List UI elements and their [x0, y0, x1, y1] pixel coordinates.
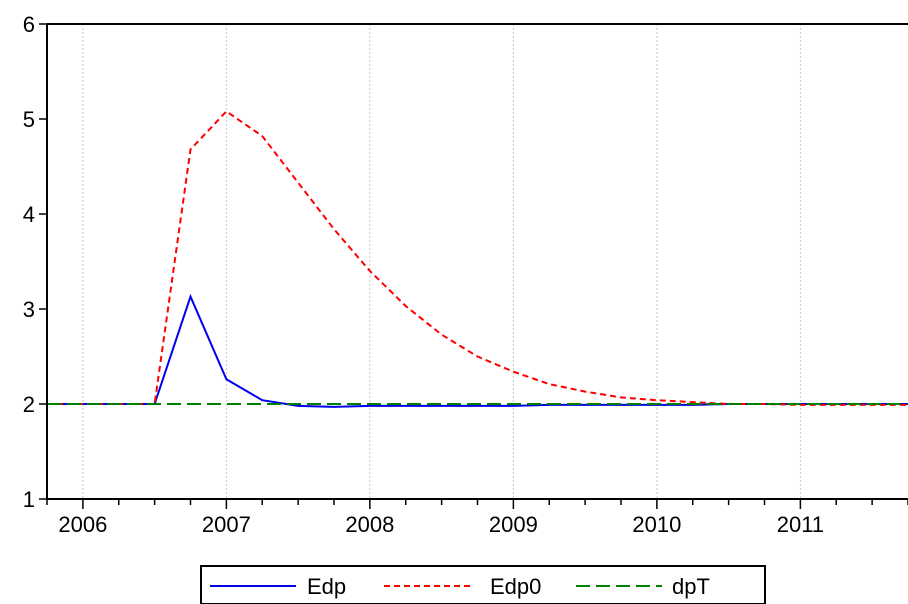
y-tick-label-3: 3	[23, 297, 35, 322]
x-tick-label-2008: 2008	[345, 512, 394, 537]
y-tick-label-1: 1	[23, 487, 35, 512]
x-tick-label-2007: 2007	[202, 512, 251, 537]
grid-lines	[82, 24, 801, 499]
x-tick-label-2006: 2006	[58, 512, 107, 537]
y-tick-label-4: 4	[23, 202, 35, 227]
legend: Edp Edp0 dpT	[200, 565, 766, 604]
series-layer	[47, 110, 908, 408]
y-tick-label-5: 5	[23, 107, 35, 132]
series-edp0-line	[47, 110, 908, 406]
series-edp-line	[47, 293, 908, 408]
y-tick-label-2: 2	[23, 392, 35, 417]
legend-label-edp0: Edp0	[490, 574, 541, 599]
legend-label-dpt: dpT	[672, 574, 710, 599]
x-tick-label-2011: 2011	[777, 512, 824, 537]
y-tick-label-6: 6	[23, 12, 35, 37]
x-tick-label-2009: 2009	[489, 512, 538, 537]
x-tick-label-2010: 2010	[632, 512, 681, 537]
axes: 1 2 3 4 5 6 2006 2007 2008 2009 2010 2011	[23, 12, 908, 537]
legend-label-edp: Edp	[307, 574, 346, 599]
